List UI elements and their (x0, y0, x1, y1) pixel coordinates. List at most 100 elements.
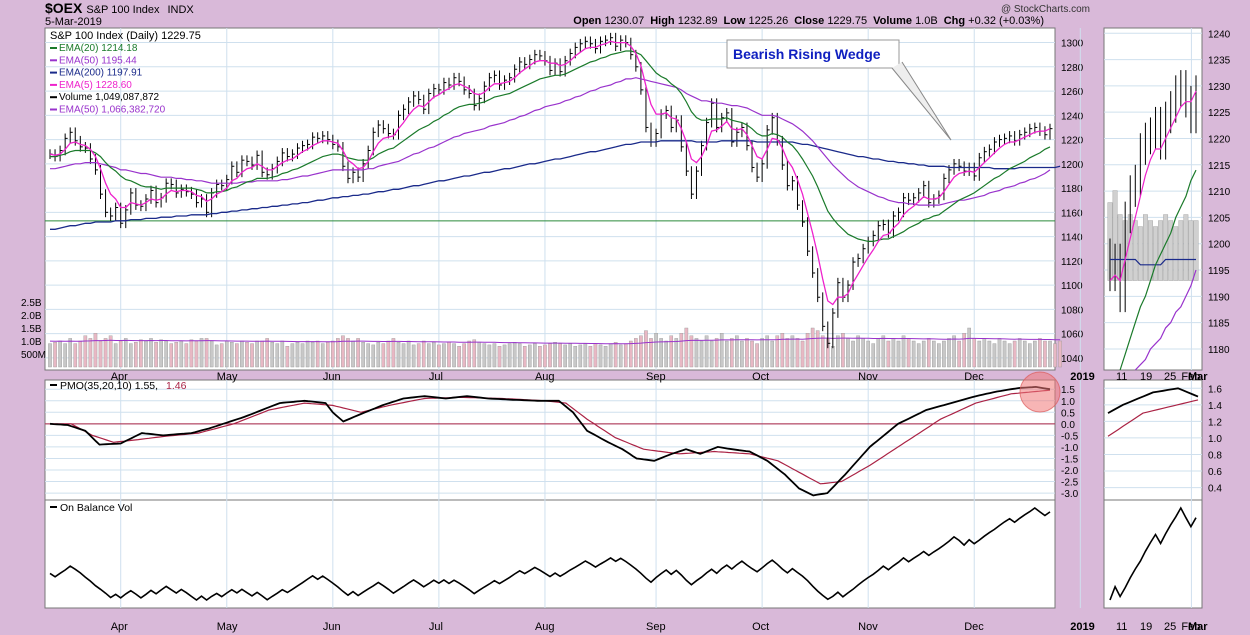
price-bar (170, 178, 174, 190)
volume-bar (472, 339, 477, 368)
volume-bar (63, 343, 67, 368)
volume-bar (997, 338, 1002, 368)
volume-bar (366, 343, 370, 368)
x-tick-label-bottom: 2019 (1070, 621, 1094, 633)
volume-bar (629, 340, 633, 368)
inset-volume-bar (1168, 220, 1174, 281)
quote-close: Close 1229.75 (794, 15, 873, 27)
volume-bar (1002, 340, 1007, 368)
chart-date: 5-Mar-2019 (45, 16, 102, 28)
price-bar (822, 292, 826, 332)
inset-pmo-line (1107, 387, 1199, 414)
price-bar (327, 131, 331, 145)
volume-bar (98, 340, 103, 368)
volume-bar (603, 346, 608, 368)
x-tick-label-bottom: Oct (752, 621, 769, 633)
volume-bar (275, 343, 280, 368)
legend-entry: EMA(50) 1,066,382,720 (59, 105, 166, 116)
volume-bar (123, 338, 128, 368)
volume-bar (497, 346, 502, 368)
price-bar (761, 158, 765, 183)
volume-bar (800, 340, 805, 368)
quote-label: Chg (943, 15, 969, 27)
volume-bar (270, 342, 275, 368)
quote-high: High 1232.89 (650, 15, 723, 27)
price-bar (721, 112, 725, 133)
inset-price-bar (1153, 106, 1158, 281)
volume-bar (856, 335, 860, 368)
volume-bar (901, 335, 906, 368)
pmo-tick-label: 1.0 (1061, 397, 1075, 408)
price-bar (1004, 133, 1008, 145)
quote-label: Volume (873, 15, 916, 27)
price-bar (559, 58, 563, 77)
price-bar (549, 55, 553, 76)
inset-volume-bar (1148, 220, 1153, 281)
quote-open: Open 1230.07 (573, 15, 650, 27)
volume-bar (351, 340, 355, 368)
volume-bar (1012, 340, 1017, 368)
volume-bar (371, 344, 376, 368)
volume-bar (820, 335, 825, 368)
ema5-line (49, 40, 1051, 306)
inset-obv-line (1109, 506, 1197, 601)
legend-entry: Volume 1,049,087,872 (59, 92, 160, 103)
x-tick-label: Oct (752, 371, 769, 383)
volume-bar (255, 340, 259, 368)
inset-tick-label: 1240 (1208, 29, 1231, 40)
volume-bar (154, 342, 158, 368)
volume-bar (957, 340, 961, 368)
inset-volume-bar (1178, 220, 1184, 281)
annotation-text: Bearish Rising Wedge (733, 46, 881, 62)
ema20-line (50, 50, 1051, 242)
inset-x-tick-label-bottom: Mar (1188, 621, 1208, 633)
volume-bar (83, 335, 88, 368)
volume-bar (871, 343, 876, 368)
volume-bar (381, 343, 386, 368)
volume-bar (1048, 340, 1052, 368)
price-bar (786, 160, 790, 191)
volume-bar (593, 343, 598, 368)
volume-bar (396, 342, 401, 368)
x-tick-label: Nov (858, 371, 878, 383)
price-bar (993, 137, 997, 155)
volume-bar (674, 338, 679, 368)
volume-bar (482, 343, 487, 368)
inset-tick-label: 1200 (1208, 240, 1231, 251)
volume-bar (199, 338, 204, 368)
volume-bar (1007, 343, 1012, 368)
volume-bar (467, 340, 471, 368)
volume-bar (512, 342, 517, 368)
volume-bar (558, 343, 562, 368)
price-bar (877, 220, 881, 241)
price-bar (539, 49, 543, 61)
inset-x-tick-label-bottom: 11 (1116, 621, 1127, 633)
price-bar (524, 57, 528, 70)
volume-bar (563, 344, 567, 368)
volume-bar (952, 335, 956, 368)
price-bar (852, 257, 856, 290)
inset-ema200-line (1110, 258, 1196, 266)
pmo-tick-label: 0.0 (1061, 420, 1075, 431)
volume-bar (684, 327, 689, 368)
quote-label: Close (794, 15, 828, 27)
volume-bar (169, 343, 174, 368)
price-bar (236, 161, 240, 178)
volume-bar (139, 339, 143, 368)
inset-x-tick-label: 25 (1164, 371, 1176, 383)
quote-value: 1229.75 (827, 15, 868, 27)
price-bar (64, 133, 68, 156)
price-bar (690, 166, 694, 199)
price-bar (701, 140, 705, 176)
price-bar (382, 120, 386, 134)
inset-price-bar (1188, 85, 1194, 281)
obv-legend-title: On Balance Vol (60, 502, 132, 514)
volume-tick-label: 1.0B (21, 337, 42, 348)
inset-volume-bar (1137, 226, 1143, 281)
annotation-pointer (891, 61, 952, 141)
volume-bar (876, 338, 881, 368)
x-tick-label-bottom: Feb (1181, 621, 1200, 633)
price-bar (963, 161, 967, 176)
volume-bar (543, 344, 547, 368)
